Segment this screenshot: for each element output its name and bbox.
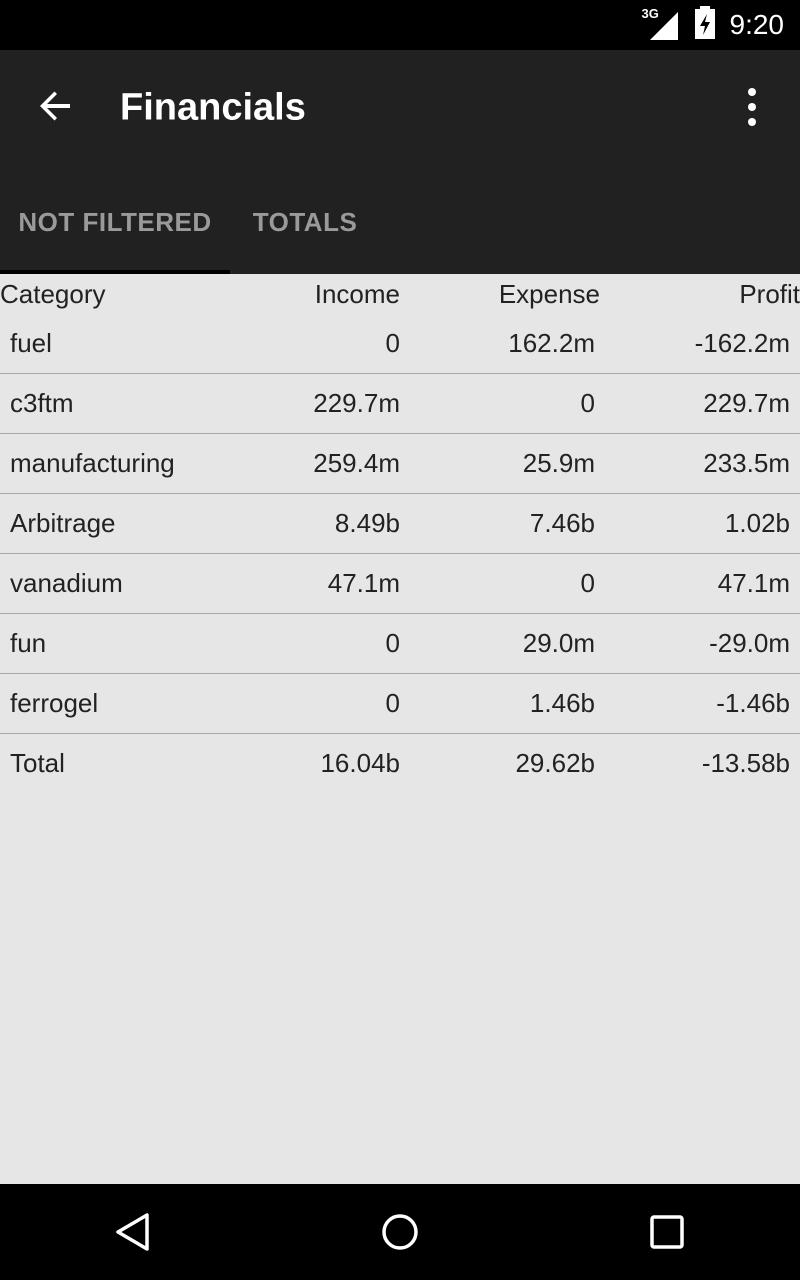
table-row[interactable]: fun 0 29.0m -29.0m: [0, 614, 800, 674]
cell-category: c3ftm: [10, 388, 74, 418]
cell-expense: 7.46b: [529, 508, 595, 538]
nav-back-icon: [116, 1213, 150, 1251]
back-button[interactable]: [28, 78, 84, 134]
overflow-menu-button[interactable]: [728, 80, 776, 134]
table-row[interactable]: Arbitrage 8.49b 7.46b 1.02b: [0, 494, 800, 554]
battery-icon: [694, 5, 716, 45]
cell-expense: 29.62b: [515, 748, 595, 778]
nav-recents-icon: [649, 1215, 684, 1249]
cell-income: 47.1m: [327, 568, 400, 598]
clock: 9:20: [729, 9, 785, 40]
financials-table: Category Income Expense Profit fuel 0 16…: [0, 274, 800, 793]
tab-label: NOT FILTERED: [18, 206, 212, 237]
table-header: Category Income Expense Profit: [0, 274, 800, 314]
cell-expense: 162.2m: [508, 328, 595, 358]
cell-expense: 0: [580, 568, 595, 598]
cell-income: 0: [385, 688, 400, 718]
tab-label: TOTALS: [252, 206, 358, 237]
table-row[interactable]: vanadium 47.1m 0 47.1m: [0, 554, 800, 614]
table-row[interactable]: c3ftm 229.7m 0 229.7m: [0, 374, 800, 434]
cell-expense: 0: [580, 388, 595, 418]
cell-profit: 229.7m: [703, 388, 790, 418]
cell-income: 229.7m: [313, 388, 400, 418]
cell-income: 0: [385, 628, 400, 658]
tab-indicator: [0, 270, 230, 274]
cell-category: manufacturing: [10, 448, 175, 478]
cell-profit: 1.02b: [724, 508, 790, 538]
header-profit: Profit: [739, 278, 800, 309]
cell-category: fun: [10, 628, 47, 658]
cell-expense: 1.46b: [529, 688, 595, 718]
header-category: Category: [0, 278, 106, 309]
cell-category: Arbitrage: [10, 508, 116, 538]
cell-profit: 47.1m: [717, 568, 790, 598]
cell-category: fuel: [10, 328, 52, 358]
tab-totals[interactable]: TOTALS: [230, 170, 380, 274]
navigation-bar: [0, 1184, 800, 1280]
cell-profit: -29.0m: [709, 628, 790, 658]
nav-home-button[interactable]: [360, 1192, 440, 1272]
cell-income: 259.4m: [313, 448, 400, 478]
cell-signal-icon: 3G: [642, 6, 680, 42]
header-expense: Expense: [498, 278, 600, 309]
cell-expense: 29.0m: [522, 628, 595, 658]
cell-income: 0: [385, 328, 400, 358]
nav-back-button[interactable]: [93, 1192, 173, 1272]
network-type-label: 3G: [641, 6, 659, 21]
cell-expense: 25.9m: [522, 448, 595, 478]
tab-bar: NOT FILTERED TOTALS: [0, 170, 800, 274]
table-row[interactable]: manufacturing 259.4m 25.9m 233.5m: [0, 434, 800, 494]
app-bar: Financials NOT FILTERED TOTALS: [0, 50, 800, 274]
cell-category: Total: [10, 748, 65, 778]
status-bar: 3G 9:20: [0, 0, 800, 50]
cell-income: 8.49b: [334, 508, 400, 538]
cell-category: ferrogel: [10, 688, 99, 718]
more-vert-icon: [748, 88, 756, 96]
cell-category: vanadium: [10, 568, 123, 598]
arrow-back-icon: [40, 91, 70, 121]
page-title: Financials: [120, 86, 306, 129]
table-row-total[interactable]: Total 16.04b 29.62b -13.58b: [0, 734, 800, 793]
header-income: Income: [314, 278, 400, 309]
table-row[interactable]: fuel 0 162.2m -162.2m: [0, 314, 800, 374]
table-row[interactable]: ferrogel 0 1.46b -1.46b: [0, 674, 800, 734]
cell-profit: 233.5m: [703, 448, 790, 478]
nav-home-icon: [382, 1214, 418, 1250]
cell-profit: -162.2m: [694, 328, 790, 358]
tab-not-filtered[interactable]: NOT FILTERED: [0, 170, 230, 274]
cell-profit: -13.58b: [701, 748, 790, 778]
nav-recents-button[interactable]: [627, 1192, 707, 1272]
cell-income: 16.04b: [320, 748, 400, 778]
cell-profit: -1.46b: [716, 688, 790, 718]
